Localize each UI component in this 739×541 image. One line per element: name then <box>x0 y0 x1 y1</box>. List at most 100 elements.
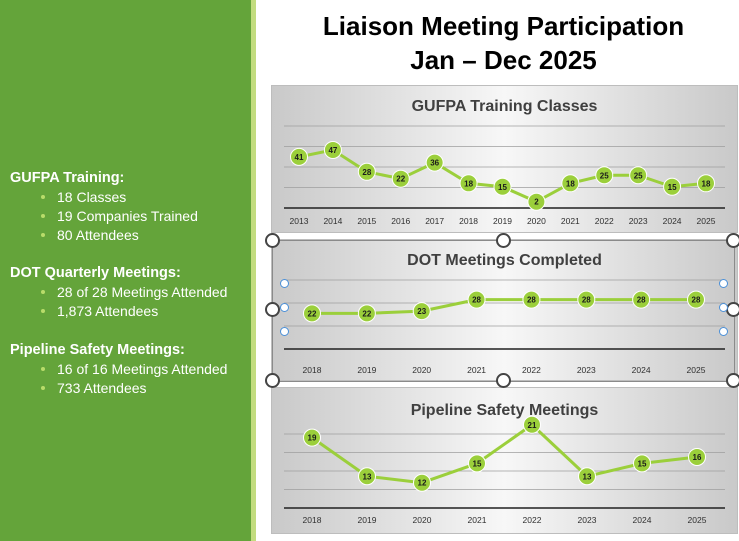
dot-data-point[interactable] <box>522 290 541 309</box>
gufpa-classes: 18 Classes <box>41 188 198 207</box>
gufpa-data-point[interactable] <box>290 147 308 166</box>
resize-handle-bottom-center[interactable] <box>496 373 511 388</box>
plot-handle-left-bottom[interactable] <box>280 327 289 336</box>
gufpa-data-label: 47 <box>328 146 337 155</box>
gufpa-tick-label: 2022 <box>595 216 614 226</box>
gufpa-data-label: 25 <box>634 171 643 180</box>
gufpa-data-label: 18 <box>464 179 473 188</box>
gufpa-chart[interactable]: GUFPA Training Classes 2013 2014 2015 2016 20… <box>271 85 738 233</box>
plot-handle-right-middle[interactable] <box>719 303 728 312</box>
pipeline-data-point[interactable] <box>523 415 541 434</box>
pipeline-tick-label: 2019 <box>358 515 377 525</box>
stats-panel <box>0 0 251 541</box>
gufpa-data-point[interactable] <box>595 166 614 185</box>
pipeline-chart[interactable]: Pipeline Safety Meetings 2018 2019 2020 2021… <box>271 387 738 534</box>
resize-handle-top-right[interactable] <box>726 233 739 248</box>
plot-handle-right-bottom[interactable] <box>719 327 728 336</box>
dot-data-point[interactable] <box>467 290 486 309</box>
dot-data-label: 22 <box>362 309 371 318</box>
gufpa-companies: 19 Companies Trained <box>41 207 198 226</box>
dot-tick-label: 2020 <box>412 365 431 375</box>
dot-tick-label: 2024 <box>632 365 651 375</box>
gufpa-data-point[interactable] <box>493 177 512 196</box>
pipeline-data-point[interactable] <box>688 447 706 466</box>
pipeline-data-point[interactable] <box>358 467 376 486</box>
gufpa-data-point[interactable] <box>323 140 342 159</box>
gufpa-data-point[interactable] <box>697 174 715 193</box>
resize-handle-top-left[interactable] <box>265 233 280 248</box>
gufpa-chart-title: GUFPA Training Classes <box>412 98 598 115</box>
resize-handle-bottom-left[interactable] <box>265 373 280 388</box>
gufpa-attendees: 80 Attendees <box>41 226 198 245</box>
gufpa-data-point[interactable] <box>357 162 376 181</box>
dot-chart[interactable]: DOT Meetings Completed 2018 2019 2020 2021 20… <box>271 239 738 381</box>
pipeline-tick-label: 2023 <box>578 515 597 525</box>
dot-data-label: 22 <box>308 309 317 318</box>
gufpa-tick-label: 2025 <box>697 216 716 226</box>
gufpa-data-label: 36 <box>430 159 439 168</box>
gufpa-data-point[interactable] <box>391 169 410 188</box>
gufpa-data-point[interactable] <box>527 192 546 211</box>
pipeline-chart-title: Pipeline Safety Meetings <box>411 402 599 419</box>
dot-data-label: 28 <box>582 296 591 305</box>
gufpa-data-point[interactable] <box>629 166 648 185</box>
dot-data-point[interactable] <box>412 302 431 321</box>
pipeline-data-point[interactable] <box>633 454 651 473</box>
dot-chart-title: DOT Meetings Completed <box>407 252 602 269</box>
gufpa-tick-label: 2018 <box>459 216 478 226</box>
gufpa-data-point[interactable] <box>663 177 682 196</box>
gufpa-data-label: 25 <box>600 171 609 180</box>
plot-handle-right-top[interactable] <box>719 279 728 288</box>
dot-data-point[interactable] <box>632 290 651 309</box>
pipeline-tick-label: 2018 <box>303 515 322 525</box>
pipeline-tick-label: 2021 <box>468 515 487 525</box>
gufpa-data-label: 2 <box>534 198 539 207</box>
dot-data-point[interactable] <box>303 304 321 323</box>
gufpa-tick-label: 2017 <box>425 216 444 226</box>
dot-data-label: 28 <box>637 296 646 305</box>
dot-data-label: 28 <box>692 296 701 305</box>
gufpa-heading: GUFPA Training: <box>10 170 125 186</box>
pipeline-data-label: 12 <box>418 479 427 488</box>
dot-tick-label: 2019 <box>357 365 376 375</box>
gufpa-data-label: 22 <box>396 175 405 184</box>
dot-data-point[interactable] <box>577 290 596 309</box>
plot-handle-left-top[interactable] <box>280 279 289 288</box>
gufpa-data-point[interactable] <box>425 153 444 172</box>
gufpa-tick-label: 2013 <box>290 216 309 226</box>
plot-handle-left-middle[interactable] <box>280 303 289 312</box>
pipeline-data-point[interactable] <box>303 428 321 447</box>
pipeline-attendees: 733 Attendees <box>40 379 227 398</box>
pipeline-tick-label: 2025 <box>688 515 707 525</box>
pipeline-tick-label: 2024 <box>633 515 652 525</box>
dot-tick-label: 2018 <box>303 365 322 375</box>
dot-heading: DOT Quarterly Meetings: <box>10 265 181 281</box>
gufpa-data-point[interactable] <box>459 174 478 193</box>
resize-handle-bottom-right[interactable] <box>726 373 739 388</box>
pipeline-data-point[interactable] <box>413 473 431 492</box>
dot-meetings: 28 of 28 Meetings Attended <box>40 283 227 302</box>
gufpa-tick-label: 2019 <box>493 216 512 226</box>
pipeline-data-label: 16 <box>693 453 702 462</box>
gufpa-tick-label: 2020 <box>527 216 546 226</box>
pipeline-data-point[interactable] <box>468 454 486 473</box>
resize-handle-top-center[interactable] <box>496 233 511 248</box>
pipeline-tick-label: 2020 <box>413 515 432 525</box>
resize-handle-middle-right[interactable] <box>726 302 739 317</box>
gufpa-data-label: 15 <box>668 183 677 192</box>
gufpa-data-label: 15 <box>498 183 507 192</box>
dot-tick-label: 2023 <box>577 365 596 375</box>
dot-data-point[interactable] <box>357 304 376 323</box>
gufpa-data-label: 18 <box>702 179 711 188</box>
dot-series-line <box>312 298 696 315</box>
gufpa-data-point[interactable] <box>561 174 580 193</box>
dot-data-point[interactable] <box>687 290 705 309</box>
gufpa-tick-label: 2014 <box>323 216 342 226</box>
resize-handle-middle-left[interactable] <box>265 302 280 317</box>
pipeline-data-point[interactable] <box>578 467 596 486</box>
dot-attendees: 1,873 Attendees <box>40 302 227 321</box>
gufpa-tick-label: 2024 <box>663 216 682 226</box>
pipeline-tick-label: 2022 <box>523 515 542 525</box>
pipeline-list: 16 of 16 Meetings Attended 733 Attendees <box>10 360 227 398</box>
gufpa-tick-label: 2015 <box>357 216 376 226</box>
